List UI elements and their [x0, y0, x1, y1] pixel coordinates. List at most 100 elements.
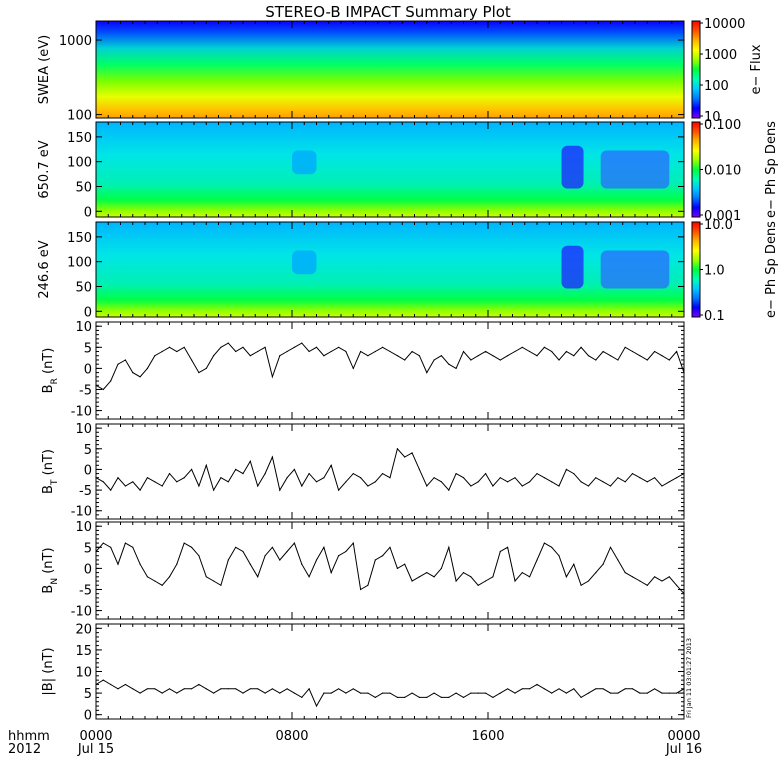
data-point	[565, 350, 568, 353]
data-point	[154, 580, 156, 582]
y-tick-label: 50	[75, 280, 92, 295]
y-tick-label: 100	[67, 109, 92, 124]
data-point	[580, 346, 582, 348]
data-point	[227, 481, 229, 483]
data-point	[536, 559, 538, 561]
data-point	[286, 477, 288, 479]
data-point	[154, 355, 156, 357]
data-point	[595, 359, 597, 361]
data-point	[389, 350, 391, 353]
data-point	[168, 473, 171, 475]
data-point	[573, 355, 575, 357]
data-point	[455, 692, 457, 694]
data-point	[198, 683, 200, 686]
data-point	[485, 580, 487, 582]
data-point	[132, 546, 134, 548]
data-point	[205, 464, 207, 466]
data-point	[139, 692, 141, 694]
data-point	[146, 688, 148, 690]
data-point	[676, 477, 678, 479]
data-point	[462, 477, 465, 479]
colorbar-tick-label: 100	[704, 79, 729, 94]
data-point	[161, 692, 163, 694]
data-point	[462, 572, 465, 574]
data-point	[396, 696, 398, 699]
data-point	[117, 563, 119, 565]
colorbar-tick-label: 10	[704, 110, 721, 125]
data-point	[602, 688, 604, 690]
data-point	[411, 452, 413, 454]
y-tick-label: 100	[67, 156, 92, 171]
data-point	[661, 355, 663, 357]
data-point	[323, 355, 325, 357]
data-point	[191, 546, 193, 548]
data-point	[499, 550, 501, 553]
data-point	[264, 555, 266, 557]
data-point	[529, 688, 531, 690]
data-point	[470, 485, 472, 487]
data-point	[609, 355, 612, 357]
data-point	[323, 546, 325, 548]
data-point	[433, 477, 435, 479]
data-point	[492, 355, 494, 357]
y-tick-label: -10	[71, 605, 92, 620]
data-point	[595, 572, 597, 574]
data-point	[154, 481, 156, 483]
data-point	[477, 481, 479, 483]
data-point	[249, 460, 251, 462]
data-point	[558, 555, 560, 557]
x-tick-label: 0800	[275, 729, 308, 744]
data-point	[360, 692, 362, 694]
colorbar-tick-label: 1.0	[704, 264, 725, 279]
data-point	[404, 359, 406, 361]
panel-frame	[95, 521, 685, 620]
data-point	[389, 477, 391, 479]
data-point	[683, 473, 685, 475]
data-point	[536, 473, 538, 475]
data-point	[374, 481, 376, 483]
x-tick-label: 0000	[79, 729, 112, 744]
data-point	[455, 473, 457, 475]
data-point	[654, 477, 656, 479]
data-point	[183, 688, 185, 690]
data-point	[433, 576, 435, 578]
data-point	[617, 359, 619, 361]
data-point	[249, 563, 251, 565]
data-point	[124, 542, 126, 544]
data-point	[573, 688, 575, 690]
data-point	[485, 692, 487, 694]
heatmap-fill	[96, 222, 684, 317]
data-point	[293, 468, 295, 470]
data-point	[683, 688, 685, 690]
data-point	[654, 688, 656, 690]
y-tick-label: -10	[71, 505, 92, 520]
data-point	[418, 696, 420, 699]
data-point	[455, 367, 457, 369]
data-point	[580, 696, 582, 699]
data-point	[470, 359, 472, 361]
data-point	[352, 473, 354, 475]
data-point	[661, 580, 663, 582]
data-point	[139, 489, 141, 491]
y-tick-label: 5	[84, 443, 92, 458]
data-point	[110, 489, 112, 491]
data-point	[374, 696, 376, 699]
data-point	[683, 372, 685, 374]
data-point	[301, 485, 303, 487]
y-tick-label: 0	[84, 709, 92, 724]
y-tick-label: 0	[84, 463, 92, 478]
data-point	[110, 683, 112, 686]
data-point	[338, 555, 340, 557]
panel-2: 150 100 50 0 650.7 eV 0.100 0.010 0.001 e− Ph Sp…	[37, 118, 779, 224]
data-point	[455, 580, 457, 582]
data-point	[198, 555, 200, 557]
data-point	[646, 692, 648, 694]
data-point	[617, 692, 619, 694]
data-point	[249, 355, 251, 357]
y-tick-label: 0	[84, 562, 92, 577]
y-tick-label: 10	[75, 520, 92, 535]
data-point	[646, 584, 648, 586]
data-point	[271, 546, 273, 548]
data-point	[117, 477, 119, 479]
data-point	[514, 350, 516, 353]
